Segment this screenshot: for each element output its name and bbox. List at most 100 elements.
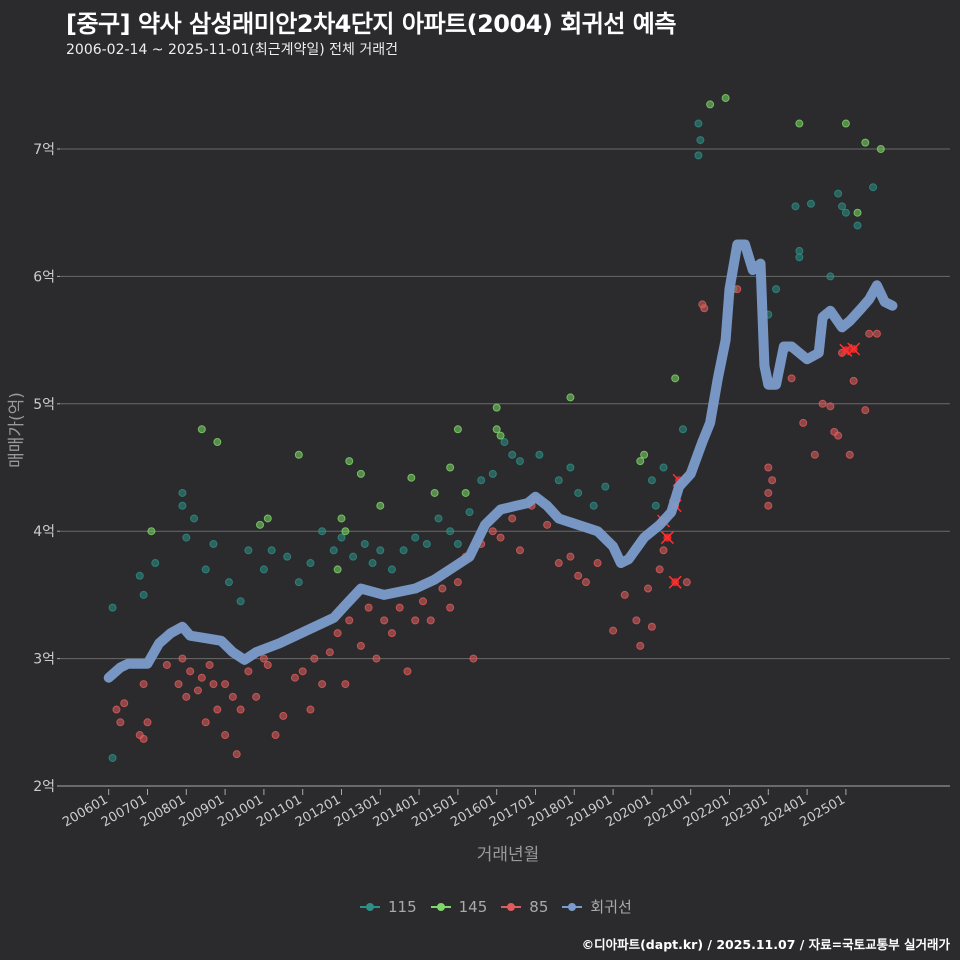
data-point-145 — [430, 488, 439, 497]
data-point-85 — [834, 431, 843, 440]
data-point-85 — [139, 680, 148, 689]
data-point-85 — [861, 406, 870, 415]
data-point-115 — [446, 527, 455, 536]
data-point-85 — [236, 705, 245, 714]
data-point-145 — [453, 425, 462, 434]
data-point-115 — [694, 151, 703, 160]
data-point-85 — [593, 559, 602, 568]
data-point-115 — [869, 183, 878, 192]
data-point-145 — [337, 514, 346, 523]
source-credit: ©디아파트(dapt.kr) / 2025.11.07 / 자료=국토교통부 실… — [581, 937, 950, 952]
data-point-115 — [659, 463, 668, 472]
data-point-145 — [640, 450, 649, 459]
data-point-85 — [845, 450, 854, 459]
data-point-115 — [224, 578, 233, 587]
data-point-85 — [162, 660, 171, 669]
data-point-115 — [772, 285, 781, 294]
data-point-85 — [232, 750, 241, 759]
data-point-115 — [151, 559, 160, 568]
data-point-145 — [197, 425, 206, 434]
legend-item-regression: 회귀선 — [562, 896, 632, 917]
data-point-145 — [706, 100, 715, 109]
data-point-145 — [256, 520, 265, 529]
y-tick-label: 6억 — [33, 269, 55, 285]
data-point-115 — [826, 272, 835, 281]
data-point-145 — [376, 501, 385, 510]
data-point-85 — [263, 660, 272, 669]
data-point-85 — [186, 667, 195, 676]
data-point-85 — [566, 552, 575, 561]
data-point-85 — [341, 680, 350, 689]
data-point-145 — [263, 514, 272, 523]
data-point-145 — [795, 119, 804, 128]
legend-label: 145 — [458, 897, 488, 916]
data-point-85 — [636, 641, 645, 650]
data-point-85 — [554, 559, 563, 568]
data-point-85 — [496, 533, 505, 542]
data-point-115 — [508, 450, 517, 459]
data-point-85 — [768, 476, 777, 485]
data-point-115 — [795, 253, 804, 262]
data-point-115 — [515, 457, 524, 466]
data-point-115 — [201, 565, 210, 574]
data-point-145 — [876, 145, 885, 153]
data-point-85 — [252, 692, 261, 701]
data-point-85 — [764, 463, 773, 472]
data-point-115 — [453, 539, 462, 548]
data-point-115 — [236, 597, 245, 606]
data-point-145 — [636, 457, 645, 466]
data-point-85 — [426, 616, 435, 625]
highlight-x-mark — [847, 342, 861, 356]
y-tick-label: 2억 — [33, 779, 55, 795]
data-point-115 — [267, 546, 276, 555]
data-point-85 — [372, 654, 381, 663]
data-point-85 — [213, 705, 222, 714]
data-point-145 — [294, 450, 303, 459]
data-point-85 — [120, 699, 129, 708]
data-point-145 — [407, 473, 416, 482]
data-point-85 — [865, 329, 874, 338]
data-point-85 — [764, 501, 773, 510]
data-point-145 — [345, 457, 354, 466]
data-point-115 — [337, 533, 346, 542]
data-point-115 — [329, 546, 338, 555]
data-point-115 — [853, 221, 862, 230]
data-point-145 — [671, 374, 680, 383]
data-point-85 — [387, 629, 396, 638]
data-point-115 — [108, 753, 117, 762]
legend-label: 115 — [388, 897, 417, 916]
data-point-115 — [696, 136, 705, 145]
data-point-145 — [341, 527, 350, 536]
x-axis-title: 거래년월 — [477, 845, 540, 865]
data-point-85 — [488, 527, 497, 536]
data-point-115 — [306, 559, 315, 568]
data-point-85 — [356, 641, 365, 650]
data-point-115 — [209, 539, 218, 548]
regression-line — [103, 239, 898, 683]
data-point-115 — [694, 119, 703, 128]
data-point-115 — [190, 514, 199, 523]
data-point-115 — [791, 202, 800, 211]
data-point-85 — [632, 616, 641, 625]
data-point-85 — [221, 731, 230, 740]
data-point-85 — [174, 680, 183, 689]
data-point-115 — [259, 565, 268, 574]
data-point-85 — [609, 626, 618, 635]
data-point-115 — [178, 501, 187, 510]
data-point-145 — [492, 425, 501, 434]
data-point-85 — [221, 680, 230, 689]
data-point-115 — [139, 590, 148, 599]
data-point-115 — [399, 546, 408, 555]
chart-subtitle: 2006-02-14 ~ 2025-11-01(최근계약일) 전체 거래건 — [66, 42, 398, 58]
data-point-115 — [477, 476, 486, 485]
data-point-115 — [318, 527, 327, 536]
data-point-85 — [178, 654, 187, 663]
data-point-145 — [566, 393, 575, 402]
data-point-115 — [601, 482, 610, 491]
data-point-115 — [841, 208, 850, 217]
data-point-85 — [116, 718, 125, 727]
data-point-85 — [201, 718, 210, 727]
data-point-85 — [574, 571, 583, 580]
data-point-85 — [655, 565, 664, 574]
